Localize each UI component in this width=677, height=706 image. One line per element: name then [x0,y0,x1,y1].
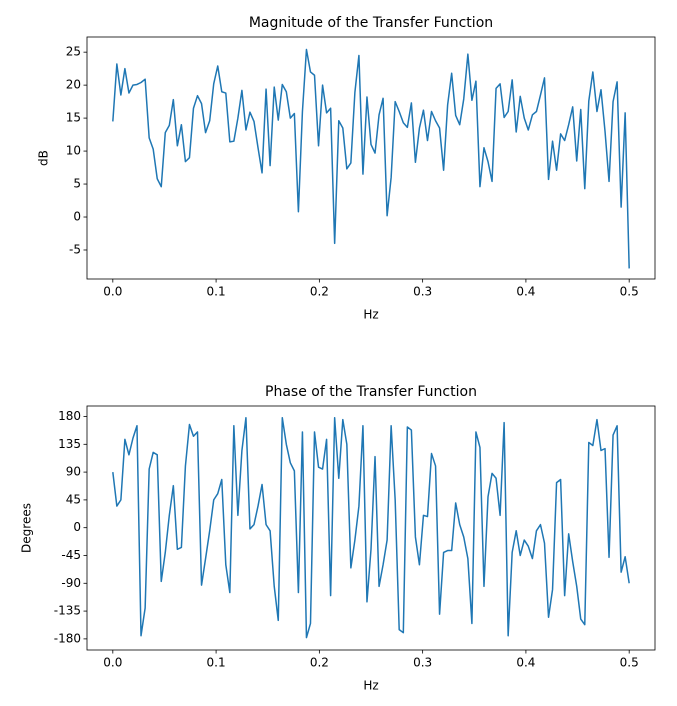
x-tick-label: 0.4 [516,656,535,670]
y-tick-label: 0 [73,210,81,224]
y-tick-label: -45 [61,548,81,562]
y-tick-label: -180 [54,631,81,645]
x-tick-label: 0.2 [310,285,329,299]
axes-frame [86,405,656,651]
x-tick-label: 0.5 [620,656,639,670]
y-tick-label: 5 [73,177,81,191]
x-tick-label: 0.1 [207,285,226,299]
y-axis-label: Degrees [20,503,34,553]
y-tick-label: 45 [66,492,81,506]
x-tick-label: 0.0 [103,656,122,670]
y-tick-label: 15 [66,111,81,125]
x-tick-label: 0.1 [207,656,226,670]
data-line [112,416,630,639]
y-tick-label: 20 [66,78,81,92]
y-tick-label: 0 [73,520,81,534]
x-axis-label: Hz [363,679,378,693]
x-axis-label: Hz [363,308,378,322]
x-tick-label: 0.0 [103,285,122,299]
y-tick-label: 25 [66,45,81,59]
x-tick-label: 0.2 [310,656,329,670]
y-tick-label: 10 [66,144,81,158]
y-tick-label: -90 [61,576,81,590]
data-line [112,48,630,269]
x-tick-label: 0.5 [620,285,639,299]
y-tick-label: 90 [66,465,81,479]
y-axis-label: dB [37,150,51,166]
x-tick-label: 0.3 [413,656,432,670]
chart-title: Phase of the Transfer Function [265,384,477,400]
y-tick-label: 135 [58,437,81,451]
x-tick-label: 0.4 [516,285,535,299]
y-tick-label: -5 [69,242,81,256]
y-tick-label: 180 [58,409,81,423]
y-tick-label: -135 [54,604,81,618]
chart-title: Magnitude of the Transfer Function [249,15,493,31]
x-tick-label: 0.3 [413,285,432,299]
axes-frame [86,36,656,280]
